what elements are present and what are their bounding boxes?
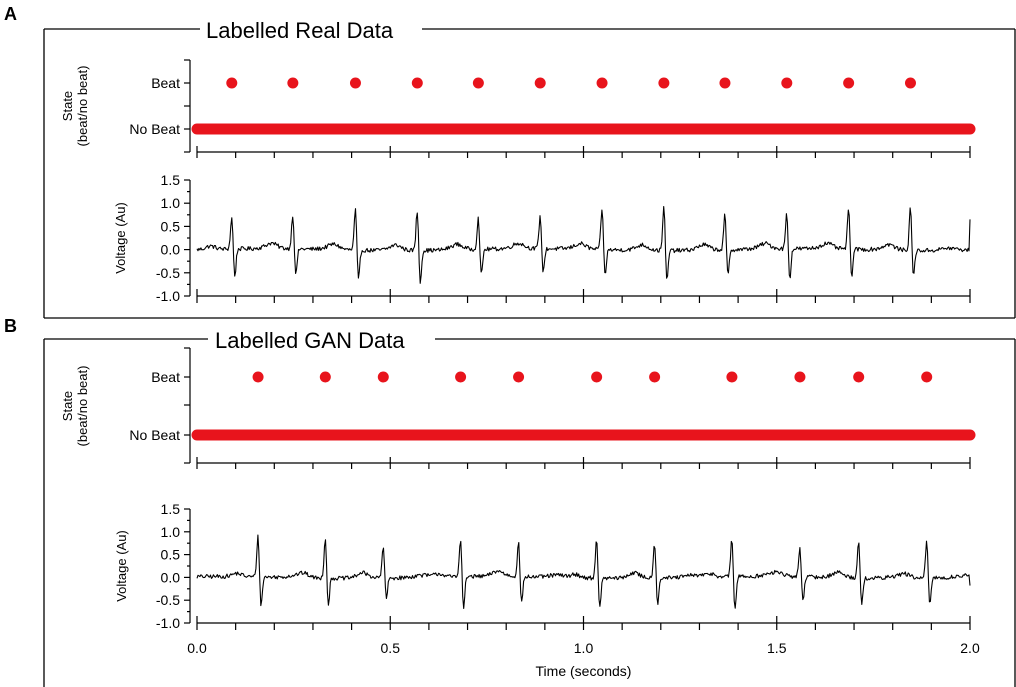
beat-point bbox=[904, 77, 916, 89]
state-y-axis-label: (beat/no beat) bbox=[75, 366, 90, 447]
beat-point bbox=[794, 371, 806, 383]
voltage-y-tick-label: -1.0 bbox=[156, 288, 180, 304]
x-tick-label: 0.5 bbox=[381, 640, 401, 656]
beat-point bbox=[534, 77, 546, 89]
voltage-y-tick-label: -0.5 bbox=[156, 592, 180, 608]
state-y-axis-label: State bbox=[60, 391, 75, 421]
beat-point bbox=[596, 77, 608, 89]
state-y-axis-label: State bbox=[60, 91, 75, 121]
voltage-y-tick-label: -0.5 bbox=[156, 265, 180, 281]
beat-point bbox=[455, 371, 467, 383]
beat-point bbox=[411, 77, 423, 89]
voltage-trace bbox=[196, 205, 971, 284]
voltage-y-tick-label: 0.5 bbox=[161, 547, 181, 563]
voltage-y-axis-label: Voltage (Au) bbox=[113, 202, 128, 274]
beat-point bbox=[252, 371, 264, 383]
beat-point bbox=[843, 77, 855, 89]
state-y-axis-label: (beat/no beat) bbox=[75, 66, 90, 147]
panel-b-title: Labelled GAN Data bbox=[215, 328, 405, 353]
panel-a-letter: A bbox=[4, 4, 17, 24]
voltage-y-tick-label: 1.0 bbox=[161, 524, 181, 540]
beat-point bbox=[719, 77, 731, 89]
beat-point bbox=[853, 371, 865, 383]
voltage-y-tick-label: 1.5 bbox=[161, 501, 181, 517]
state-label-no-beat: No Beat bbox=[129, 121, 180, 137]
beat-point bbox=[649, 371, 661, 383]
beat-point bbox=[472, 77, 484, 89]
voltage-y-axis-label: Voltage (Au) bbox=[114, 530, 129, 602]
beat-point bbox=[513, 371, 525, 383]
x-tick-label: 2.0 bbox=[960, 640, 980, 656]
voltage-y-tick-label: -1.0 bbox=[156, 615, 180, 631]
voltage-y-tick-label: 1.0 bbox=[161, 195, 181, 211]
panel-a-title: Labelled Real Data bbox=[206, 18, 394, 43]
voltage-y-tick-label: 0.5 bbox=[161, 218, 181, 234]
beat-point bbox=[726, 371, 738, 383]
beat-point bbox=[319, 371, 331, 383]
panel-a-plot: No Beat Beat State (beat/no beat) 1.5 1.0 0.5 0… bbox=[43, 28, 1016, 319]
state-label-no-beat: No Beat bbox=[129, 427, 180, 443]
voltage-trace bbox=[196, 534, 971, 610]
beat-point bbox=[781, 77, 793, 89]
voltage-y-tick-label: 1.5 bbox=[161, 172, 181, 188]
beat-point bbox=[377, 371, 389, 383]
state-label-beat: Beat bbox=[151, 369, 180, 385]
x-axis-label: Time (seconds) bbox=[536, 663, 632, 679]
voltage-y-tick-label: 0.0 bbox=[161, 569, 181, 585]
panel-b-plot: No Beat Beat State (beat/no beat) 1.5 1.0 0.5 0… bbox=[43, 338, 1016, 687]
beat-point bbox=[287, 77, 299, 89]
voltage-y-tick-label: 0.0 bbox=[161, 242, 181, 258]
panel-b-letter: B bbox=[4, 316, 17, 336]
beat-point bbox=[658, 77, 670, 89]
state-label-beat: Beat bbox=[151, 75, 180, 91]
beat-point bbox=[921, 371, 933, 383]
beat-point bbox=[349, 77, 361, 89]
beat-point bbox=[591, 371, 603, 383]
x-tick-label: 1.0 bbox=[574, 640, 594, 656]
beat-point bbox=[226, 77, 238, 89]
x-tick-label: 0.0 bbox=[187, 640, 207, 656]
x-tick-label: 1.5 bbox=[767, 640, 787, 656]
